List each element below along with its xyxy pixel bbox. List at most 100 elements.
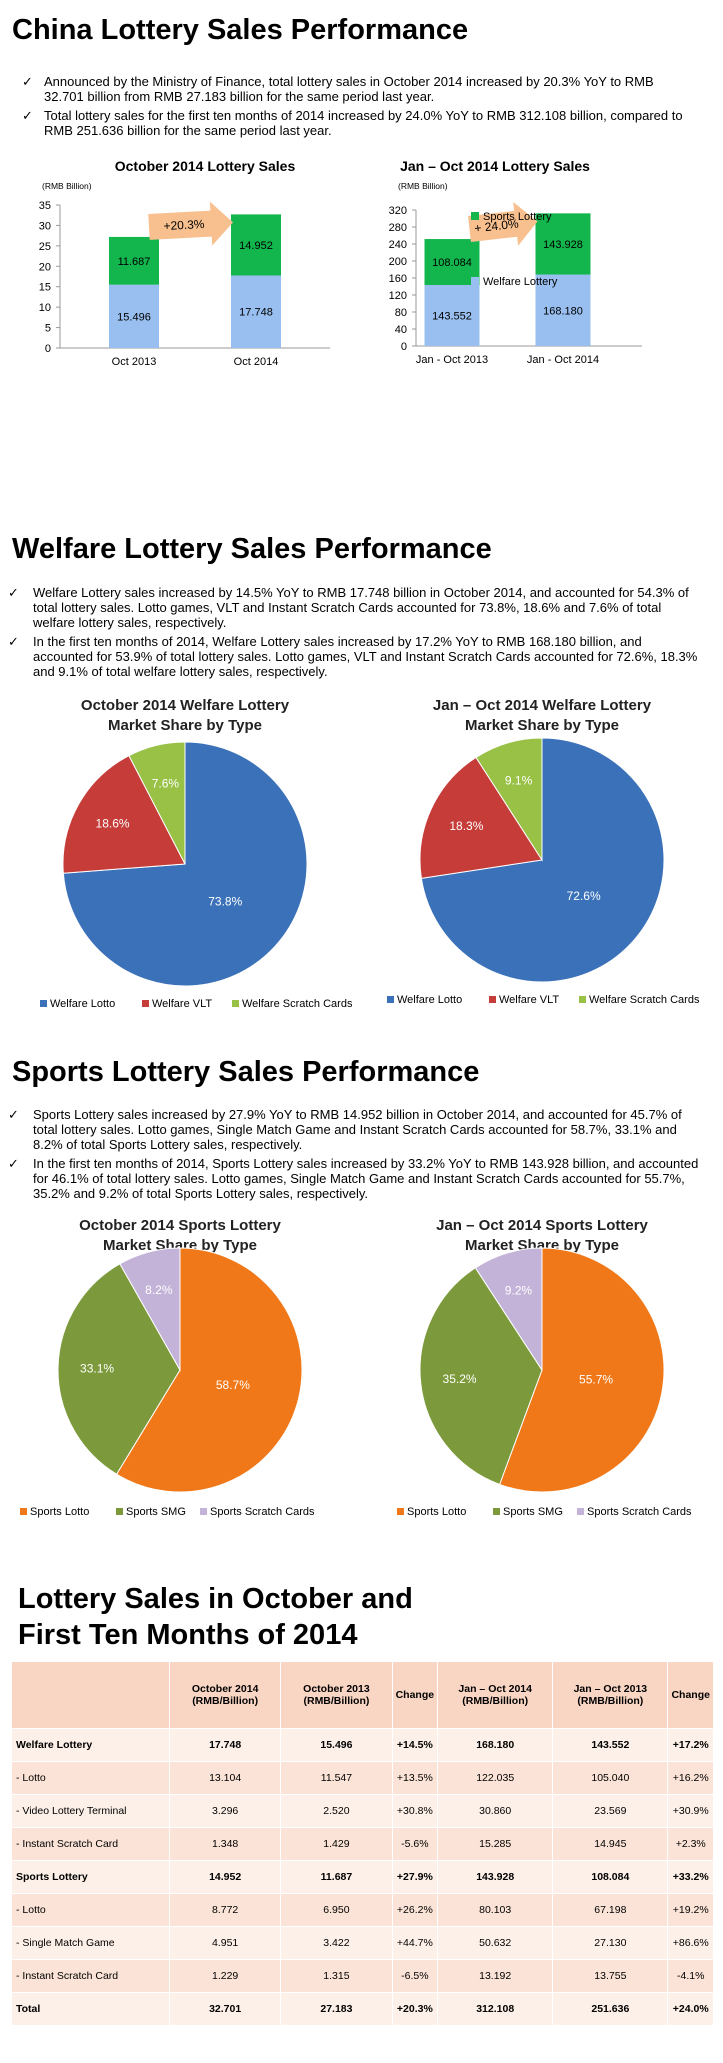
pie-chart-welfare-jan-oct: Jan – Oct 2014 Welfare Lottery Market Sha… <box>387 697 700 1006</box>
bar-segment-welfare-lottery <box>535 274 591 346</box>
table-cell: 80.103 <box>437 1893 554 1927</box>
column-header: Jan – Oct 2014 (RMB/Billion) <box>437 1662 554 1729</box>
section2-bullet-1: ✓ Welfare Lottery sales increased by 14.… <box>0 585 723 630</box>
table-cell: +20.3% <box>392 1992 439 2026</box>
sales-table: October 2014 (RMB/Billion) October 2013 (… <box>12 1662 714 2026</box>
bar-chart-jan-oct: Jan – Oct 2014 Lottery Sales (RMB Billion… <box>389 158 642 366</box>
table-cell: 14.952 <box>169 1860 282 1894</box>
growth-label: +20.3% <box>163 217 205 233</box>
bar-segment-sports-lottery <box>535 213 591 275</box>
legend-label: Welfare Lotto <box>50 998 115 1010</box>
column-header: Change <box>667 1662 714 1729</box>
check-icon: ✓ <box>22 108 33 123</box>
check-icon: ✓ <box>8 1156 19 1171</box>
check-icon: ✓ <box>8 634 19 649</box>
table-cell: 15.496 <box>280 1728 393 1762</box>
pie-slice-welfare-lotto <box>420 737 665 983</box>
table-cell: +13.5% <box>392 1761 439 1795</box>
pie-slice-label: 58.7% <box>216 1378 250 1392</box>
bar-chart-october: October 2014 Lottery Sales (RMB Billion) 0… <box>39 158 330 368</box>
bar-segment-sports-lottery <box>424 239 480 285</box>
legend-label: Sports Lotto <box>30 1506 89 1518</box>
pie-slice-welfare-vlt <box>62 754 186 874</box>
table-row: Welfare Lottery 17.748 15.496 +14.5% 168.180… <box>12 1728 714 1762</box>
arrow-shape <box>468 201 538 246</box>
legend-swatch <box>493 1508 500 1515</box>
growth-arrow: +20.3% <box>148 201 234 246</box>
section2-bullet-2: ✓ In the first ten months of 2014, Welfa… <box>0 634 723 679</box>
bar-value-label: 17.748 <box>239 307 273 319</box>
legend-label: Welfare Lottery <box>483 276 558 288</box>
table-cell: Welfare Lottery <box>12 1728 170 1762</box>
legend-label: Sports SMG <box>126 1506 186 1518</box>
check-icon: ✓ <box>22 74 33 89</box>
bullet-text: Total lottery sales for the first ten mo… <box>44 108 683 138</box>
y-tick-label: 120 <box>389 290 407 302</box>
pie-slice-welfare-scratch-cards <box>475 737 543 862</box>
column-header: October 2013 (RMB/Billion) <box>280 1662 393 1729</box>
y-tick-label: 0 <box>45 343 51 355</box>
pie-slice-label: 55.7% <box>579 1373 613 1387</box>
table-cell: 2.520 <box>280 1794 393 1828</box>
legend-label: Sports Lottery <box>483 211 552 223</box>
bar-value-label: 143.928 <box>543 239 583 251</box>
bullet-text: Sports Lottery sales increased by 27.9% … <box>33 1107 682 1152</box>
pie-chart-sports-jan-oct: Jan – Oct 2014 Sports Lottery Market Shar… <box>397 1217 692 1518</box>
pie-slice-label: 72.6% <box>567 889 601 903</box>
table-row: - Instant Scratch Card 1.348 1.429 -5.6% 15.… <box>12 1827 714 1861</box>
growth-arrow: + 24.0% <box>468 201 538 246</box>
table-cell: +44.7% <box>392 1926 439 1960</box>
pie-title-line2: Market Share by Type <box>465 717 619 734</box>
y-tick-label: 15 <box>39 282 51 294</box>
column-header: Jan – Oct 2013 (RMB/Billion) <box>552 1662 669 1729</box>
bar-value-label: 108.084 <box>432 257 472 269</box>
section1-bullet-1: ✓ Announced by the Ministry of Finance, … <box>0 74 723 104</box>
table-row: - Video Lottery Terminal 3.296 2.520 +30.8%… <box>12 1794 714 1828</box>
section3-bullet-2: ✓ In the first ten months of 2014, Sport… <box>0 1156 723 1201</box>
y-tick-label: 10 <box>39 302 51 314</box>
table-cell: 17.748 <box>169 1728 282 1762</box>
table-cell: - Lotto <box>12 1761 170 1795</box>
pie-title-line1: Jan – Oct 2014 Sports Lottery <box>436 1217 648 1234</box>
pie-title-line1: October 2014 Welfare Lottery <box>81 697 290 714</box>
legend-swatch <box>489 996 496 1003</box>
table-cell: 11.547 <box>280 1761 393 1795</box>
pie-slice-welfare-vlt <box>419 756 543 879</box>
table-cell: +30.8% <box>392 1794 439 1828</box>
x-tick-label: Jan - Oct 2013 <box>416 354 488 366</box>
table-row: Sports Lottery 14.952 11.687 +27.9% 143.928 1… <box>12 1860 714 1894</box>
section4-title-line2: First Ten Months of 2014 <box>18 1619 358 1651</box>
table-cell: 108.084 <box>552 1860 669 1894</box>
table-cell: +33.2% <box>667 1860 714 1894</box>
table-cell: 143.928 <box>437 1860 554 1894</box>
table-cell: 23.569 <box>552 1794 669 1828</box>
table-cell: 13.104 <box>169 1761 282 1795</box>
table-cell: 15.285 <box>437 1827 554 1861</box>
legend-label: Welfare VLT <box>152 998 212 1010</box>
section3-bullet-1: ✓ Sports Lottery sales increased by 27.9… <box>0 1107 723 1152</box>
bar-segment-sports-lottery <box>109 236 159 285</box>
bar-value-label: 14.952 <box>239 240 273 252</box>
legend-label: Welfare Lotto <box>397 994 462 1006</box>
table-cell: 1.315 <box>280 1959 393 1993</box>
table-row: - Single Match Game 4.951 3.422 +44.7% 50.63… <box>12 1926 714 1960</box>
pie-title-line1: October 2014 Sports Lottery <box>79 1217 281 1234</box>
pie-slice-label: 9.2% <box>505 1283 533 1297</box>
table-cell: -5.6% <box>392 1827 439 1861</box>
growth-label: + 24.0% <box>474 217 520 236</box>
pie-slice-label: 8.2% <box>145 1283 173 1297</box>
legend-label: Sports Scratch Cards <box>210 1506 315 1518</box>
pie-slice-sports-scratch-cards <box>474 1247 543 1372</box>
table-cell: 122.035 <box>437 1761 554 1795</box>
pie-slice-label: 33.1% <box>80 1362 114 1376</box>
table-cell: 30.860 <box>437 1794 554 1828</box>
y-axis-label: (RMB Billion) <box>42 181 92 191</box>
legend-label: Welfare Scratch Cards <box>589 994 700 1006</box>
pie-slice-sports-lotto <box>498 1247 665 1493</box>
legend-swatch <box>471 277 479 285</box>
arrow-shape <box>148 201 234 246</box>
legend-swatch <box>579 996 586 1003</box>
bar-value-label: 168.180 <box>543 305 583 317</box>
table-cell: 67.198 <box>552 1893 669 1927</box>
section2-title: Welfare Lottery Sales Performance <box>12 533 492 565</box>
